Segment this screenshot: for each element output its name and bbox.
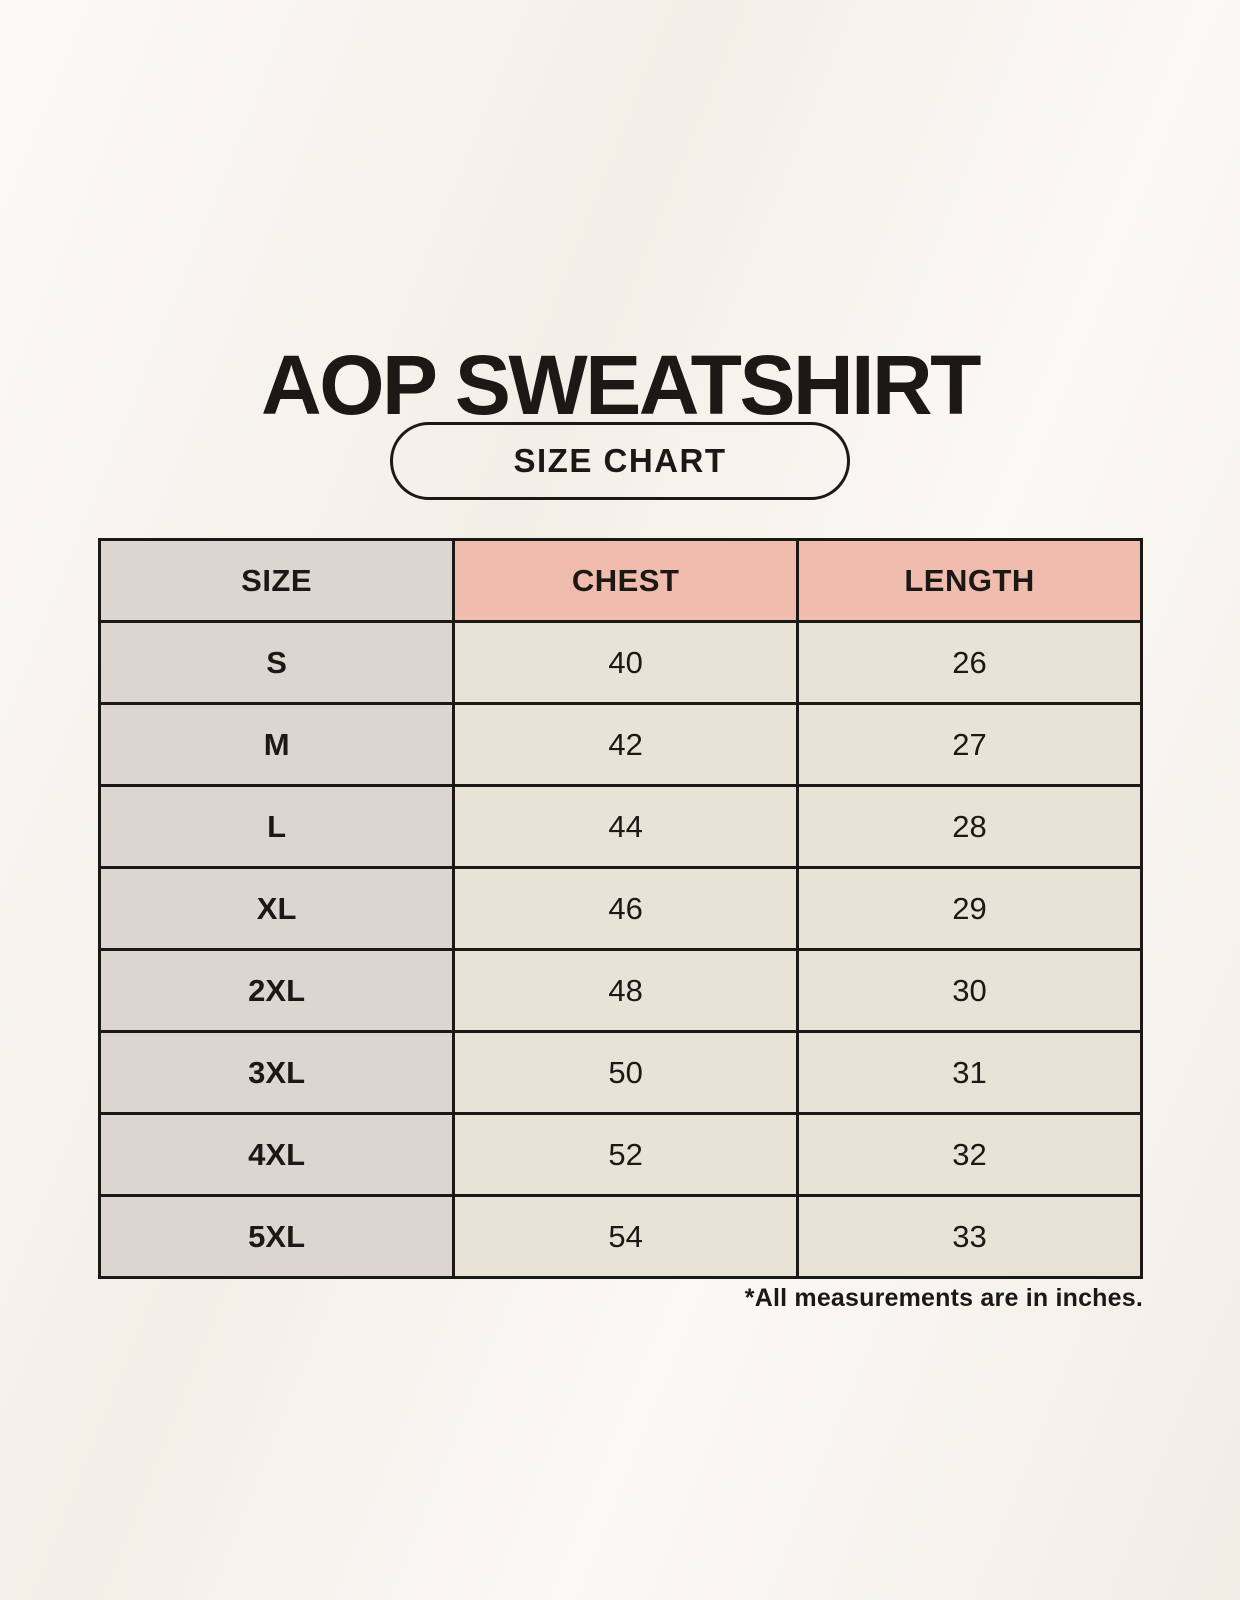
header-chest: CHEST: [452, 538, 800, 623]
size-label: XL: [97, 866, 456, 951]
table-row: 5XL 54 33: [97, 1194, 1143, 1279]
length-value: 26: [796, 620, 1143, 705]
header-length: LENGTH: [796, 538, 1143, 623]
table-row: L 44 28: [97, 784, 1143, 869]
length-value: 30: [796, 948, 1143, 1033]
size-label: S: [97, 620, 456, 705]
size-label: 3XL: [97, 1030, 456, 1115]
size-label: 2XL: [97, 948, 456, 1033]
size-label: 5XL: [97, 1194, 456, 1279]
table-row: S 40 26: [97, 620, 1143, 705]
length-value: 28: [796, 784, 1143, 869]
chest-value: 42: [452, 702, 800, 787]
header-row: SIZE CHEST LENGTH: [97, 538, 1143, 623]
size-label: L: [97, 784, 456, 869]
size-label: M: [97, 702, 456, 787]
length-value: 32: [796, 1112, 1143, 1197]
chest-value: 46: [452, 866, 800, 951]
measurements-footnote: *All measurements are in inches.: [744, 1284, 1143, 1312]
length-value: 33: [796, 1194, 1143, 1279]
chest-value: 44: [452, 784, 800, 869]
size-chart-badge: SIZE CHART: [390, 422, 850, 500]
chest-value: 40: [452, 620, 800, 705]
table-row: XL 46 29: [97, 866, 1143, 951]
chest-value: 50: [452, 1030, 800, 1115]
header-size: SIZE: [97, 538, 456, 623]
page-title: AOP SWEATSHIRT: [261, 338, 981, 433]
size-chart-table: SIZE CHEST LENGTH S 40 26 M 42 27 L 44 2…: [97, 538, 1143, 1279]
length-value: 27: [796, 702, 1143, 787]
size-chart-badge-label: SIZE CHART: [513, 442, 727, 479]
size-label: 4XL: [97, 1112, 456, 1197]
length-value: 29: [796, 866, 1143, 951]
table-row: 2XL 48 30: [97, 948, 1143, 1033]
length-value: 31: [796, 1030, 1143, 1115]
chest-value: 54: [452, 1194, 800, 1279]
chest-value: 48: [452, 948, 800, 1033]
table-row: M 42 27: [97, 702, 1143, 787]
table-row: 4XL 52 32: [97, 1112, 1143, 1197]
table-row: 3XL 50 31: [97, 1030, 1143, 1115]
table-header: SIZE CHEST LENGTH: [97, 538, 1143, 623]
chest-value: 52: [452, 1112, 800, 1197]
